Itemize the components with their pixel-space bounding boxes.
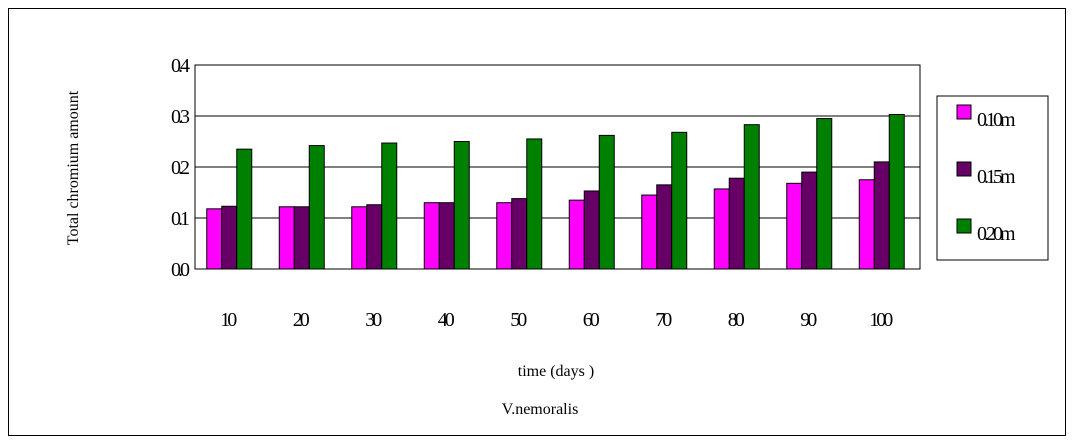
y-tick-label: 0.0 (171, 259, 190, 281)
legend-swatch (956, 161, 972, 177)
x-tick-label: 30 (365, 309, 382, 331)
x-tick-label: 20 (293, 309, 310, 331)
bar (873, 161, 890, 270)
bar (656, 184, 673, 270)
bar (816, 118, 833, 270)
x-tick-label: 50 (510, 309, 527, 331)
bar (786, 182, 803, 270)
bar (381, 142, 398, 270)
y-tick-label: 0.2 (171, 157, 189, 179)
bar (206, 208, 223, 270)
x-tick-label: 100 (869, 309, 893, 331)
bar (583, 190, 600, 270)
chart-title: V.nemoralis (502, 401, 579, 418)
chart-frame (8, 8, 1066, 436)
bar (278, 206, 295, 270)
bar (221, 205, 238, 270)
bar (888, 113, 905, 270)
x-tick-label: 40 (438, 309, 455, 331)
bar (743, 124, 760, 270)
legend-label: 0.10m (977, 109, 1016, 131)
bar (713, 188, 730, 270)
bar (351, 206, 368, 270)
plot-area (194, 64, 921, 270)
bar (453, 141, 470, 270)
y-tick-label: 0.1 (171, 208, 189, 230)
legend: 0.10m 0.15m 0.20m (936, 95, 1049, 261)
x-tick-label: 80 (728, 309, 745, 331)
x-tick-labels: 10 20 30 40 50 60 70 80 90 100 (220, 309, 896, 331)
bar (598, 134, 615, 270)
bar (526, 138, 543, 270)
x-axis-label: time (days ) (518, 363, 594, 380)
bar (728, 177, 745, 270)
bar (308, 145, 325, 270)
x-tick-label: 10 (220, 309, 237, 331)
legend-label: 0.20m (977, 223, 1016, 245)
bar (568, 199, 585, 270)
x-tick-label: 60 (583, 309, 600, 331)
bar (496, 202, 513, 270)
bar (801, 171, 818, 270)
x-tick-label: 90 (800, 309, 817, 331)
bar (438, 202, 455, 270)
bar (671, 131, 688, 270)
x-tick-label: 70 (655, 309, 672, 331)
bar (641, 194, 658, 270)
bars (206, 113, 905, 270)
y-tick-labels: 0.0 0.1 0.2 0.3 0.4 (171, 55, 193, 281)
y-tick-label: 0.4 (171, 55, 190, 77)
legend-swatch (956, 218, 972, 234)
legend-label: 0.15m (977, 166, 1016, 188)
bar (366, 204, 383, 270)
y-tick-label: 0.3 (171, 106, 190, 128)
bar (293, 206, 310, 270)
legend-box (936, 95, 1049, 261)
bar (511, 198, 528, 270)
legend-swatch (956, 104, 972, 120)
bar (236, 148, 253, 270)
bar (423, 202, 440, 270)
bar (858, 179, 875, 270)
y-axis-label: Total chromium amount (65, 90, 82, 245)
